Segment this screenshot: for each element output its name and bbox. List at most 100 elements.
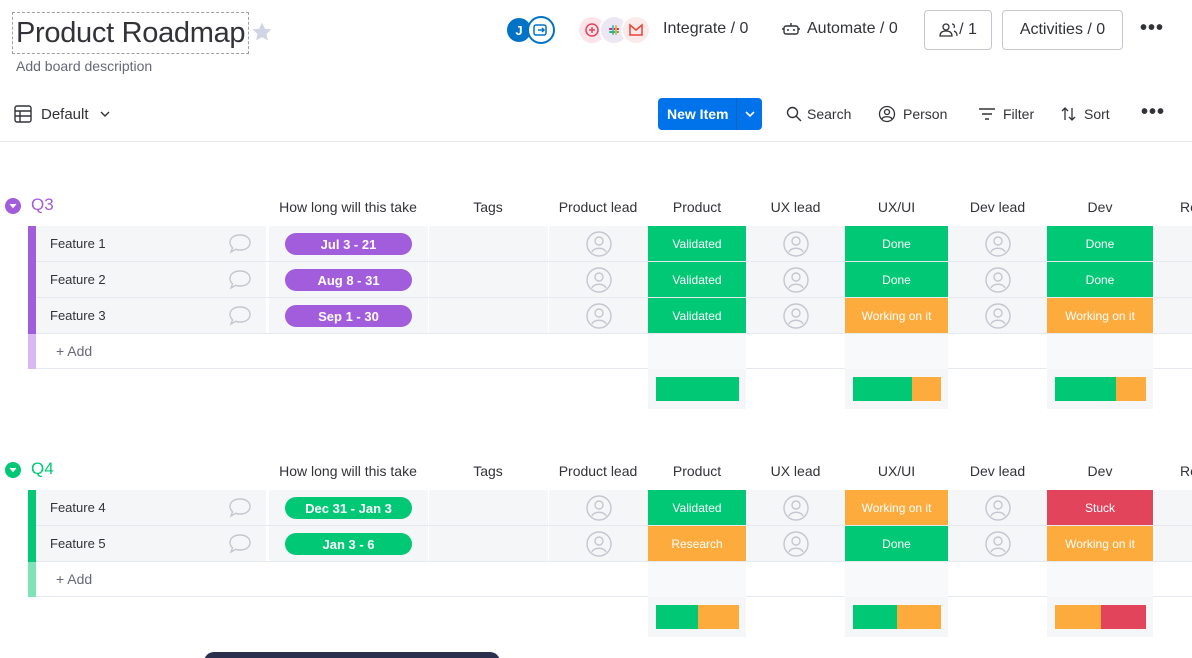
dev-status[interactable]: Done	[1047, 226, 1153, 261]
table-row[interactable]: Feature 3 Sep 1 - 30 Validated Working o…	[28, 298, 1192, 334]
activities-button[interactable]: Activities / 0	[1002, 10, 1123, 50]
column-header-ux-ui[interactable]: UX/UI	[877, 199, 916, 215]
members-button[interactable]: / 1	[924, 10, 992, 50]
column-header-tags[interactable]: Tags	[473, 199, 503, 215]
dev-status[interactable]: Working on it	[1047, 298, 1153, 333]
timeline-cell[interactable]: Jan 3 - 6	[268, 526, 428, 561]
board-description[interactable]: Add board description	[16, 58, 153, 74]
tags-cell[interactable]	[428, 490, 548, 525]
item-name[interactable]: Feature 2	[36, 262, 266, 297]
comment-bubble-icon[interactable]	[228, 533, 252, 555]
search-button[interactable]: Search	[786, 103, 851, 125]
column-header-release[interactable]: Re	[1180, 463, 1192, 479]
add-item-label[interactable]: + Add	[56, 343, 93, 359]
column-header-product-lead[interactable]: Product lead	[558, 199, 638, 215]
tags-cell[interactable]	[428, 526, 548, 561]
column-header-tags[interactable]: Tags	[473, 463, 503, 479]
product-status[interactable]: Research	[648, 526, 746, 561]
release-cell[interactable]	[1153, 526, 1192, 561]
column-header-timeline[interactable]: How long will this take	[279, 199, 417, 215]
dev-lead-cell[interactable]	[948, 298, 1047, 333]
collapse-group-icon[interactable]	[5, 198, 21, 214]
dev-status[interactable]: Done	[1047, 262, 1153, 297]
integrate-button[interactable]: Integrate / 0	[663, 20, 749, 37]
tags-cell[interactable]	[428, 298, 548, 333]
product-lead-cell[interactable]	[548, 490, 648, 525]
item-name[interactable]: Feature 3	[36, 298, 266, 333]
table-row[interactable]: Feature 5 Jan 3 - 6 Research Done Workin…	[28, 526, 1192, 562]
add-item-row[interactable]: + Add	[28, 334, 1192, 369]
ux-ui-status[interactable]: Working on it	[845, 298, 948, 333]
timeline-cell[interactable]: Sep 1 - 30	[268, 298, 428, 333]
dev-lead-cell[interactable]	[948, 226, 1047, 261]
timeline-pill[interactable]: Dec 31 - Jan 3	[285, 497, 412, 519]
comment-bubble-icon[interactable]	[228, 269, 252, 291]
column-header-product-lead[interactable]: Product lead	[558, 463, 638, 479]
favorite-star-icon[interactable]	[250, 20, 274, 44]
dev-status[interactable]: Stuck	[1047, 490, 1153, 525]
comment-bubble-icon[interactable]	[228, 497, 252, 519]
column-header-dev-lead[interactable]: Dev lead	[969, 199, 1026, 215]
timeline-pill[interactable]: Sep 1 - 30	[285, 305, 412, 327]
new-item-dropdown[interactable]	[737, 110, 762, 118]
automate-button[interactable]: Automate / 0	[781, 20, 898, 38]
add-item-row[interactable]: + Add	[28, 562, 1192, 597]
sort-button[interactable]: Sort	[1061, 103, 1110, 125]
product-status[interactable]: Validated	[648, 298, 746, 333]
ux-ui-status[interactable]: Done	[845, 262, 948, 297]
ux-ui-status[interactable]: Working on it	[845, 490, 948, 525]
item-name[interactable]: Feature 4	[36, 490, 266, 525]
comment-bubble-icon[interactable]	[228, 233, 252, 255]
product-status[interactable]: Validated	[648, 490, 746, 525]
dev-status[interactable]: Working on it	[1047, 526, 1153, 561]
add-item-label[interactable]: + Add	[56, 571, 93, 587]
column-header-dev[interactable]: Dev	[1087, 463, 1113, 479]
view-selector[interactable]: Default	[14, 103, 111, 125]
timeline-cell[interactable]: Aug 8 - 31	[268, 262, 428, 297]
dev-summary[interactable]	[1047, 369, 1153, 409]
dev-lead-cell[interactable]	[948, 262, 1047, 297]
comment-bubble-icon[interactable]	[228, 305, 252, 327]
group-title[interactable]: Q3	[31, 195, 54, 214]
filter-button[interactable]: Filter	[978, 103, 1034, 125]
timeline-pill[interactable]: Jan 3 - 6	[285, 533, 412, 555]
dev-summary[interactable]	[1047, 597, 1153, 637]
product-status[interactable]: Validated	[648, 226, 746, 261]
board-members[interactable]: J	[505, 16, 555, 44]
collapse-group-icon[interactable]	[5, 462, 21, 478]
timeline-pill[interactable]: Aug 8 - 31	[285, 269, 412, 291]
column-header-release[interactable]: Re	[1180, 199, 1192, 215]
board-title[interactable]: Product Roadmap	[12, 12, 250, 54]
column-header-product[interactable]: Product	[672, 199, 722, 215]
column-header-ux-lead[interactable]: UX lead	[770, 463, 821, 479]
product-lead-cell[interactable]	[548, 526, 648, 561]
ux-ui-status[interactable]: Done	[845, 526, 948, 561]
table-row[interactable]: Feature 4 Dec 31 - Jan 3 Validated Worki…	[28, 490, 1192, 526]
ux-lead-cell[interactable]	[746, 298, 845, 333]
product-summary[interactable]	[648, 369, 746, 409]
product-summary[interactable]	[648, 597, 746, 637]
release-cell[interactable]	[1153, 226, 1192, 261]
column-header-dev-lead[interactable]: Dev lead	[969, 463, 1026, 479]
new-item-button[interactable]: New Item	[658, 98, 762, 130]
product-status[interactable]: Validated	[648, 262, 746, 297]
person-filter-button[interactable]: Person	[878, 103, 947, 125]
ux-lead-cell[interactable]	[746, 490, 845, 525]
integration-icons[interactable]	[577, 15, 651, 45]
dev-lead-cell[interactable]	[948, 490, 1047, 525]
release-cell[interactable]	[1153, 262, 1192, 297]
table-row[interactable]: Feature 2 Aug 8 - 31 Validated Done Done	[28, 262, 1192, 298]
column-header-product[interactable]: Product	[672, 463, 722, 479]
ux-lead-cell[interactable]	[746, 226, 845, 261]
board-more-icon[interactable]: •••	[1140, 17, 1165, 39]
product-lead-cell[interactable]	[548, 298, 648, 333]
tags-cell[interactable]	[428, 262, 548, 297]
item-name[interactable]: Feature 5	[36, 526, 266, 561]
column-header-dev[interactable]: Dev	[1087, 199, 1113, 215]
tags-cell[interactable]	[428, 226, 548, 261]
ux-ui-status[interactable]: Done	[845, 226, 948, 261]
release-cell[interactable]	[1153, 298, 1192, 333]
column-header-ux-lead[interactable]: UX lead	[770, 199, 821, 215]
timeline-pill[interactable]: Jul 3 - 21	[285, 233, 412, 255]
product-lead-cell[interactable]	[548, 262, 648, 297]
